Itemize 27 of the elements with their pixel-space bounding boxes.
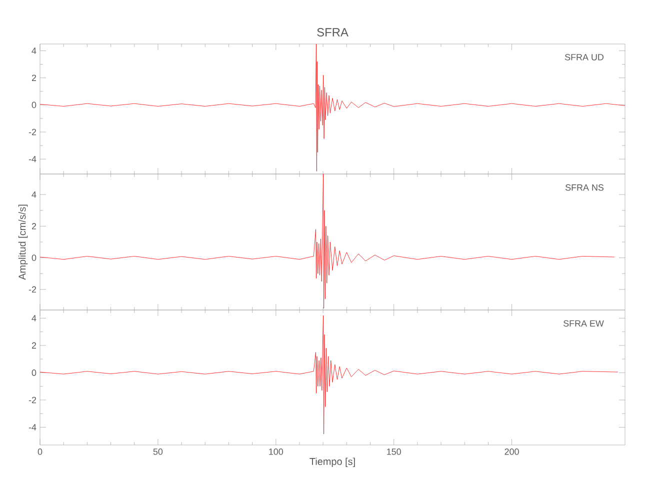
annotation: SFRA UD (564, 54, 604, 60)
y-tick-label: 2 (32, 223, 36, 230)
annotation: SFRA NS (565, 184, 604, 191)
line-series (40, 315, 618, 434)
y-tick-label: 4 (32, 48, 36, 54)
x-tick-label: 200 (504, 448, 519, 455)
x-tick-label: 100 (269, 448, 284, 455)
y-tick-label: 0 (32, 254, 36, 261)
y-tick-label: 2 (32, 342, 36, 349)
y-tick-label: -2 (28, 286, 36, 293)
y-tick-label: -4 (28, 424, 36, 430)
y-tick-label: -4 (28, 156, 36, 162)
chart-title: SFRA (317, 28, 348, 36)
y-tick-label: 0 (32, 102, 36, 108)
x-axis-title: Tiempo [s] (310, 458, 355, 467)
y-tick-label: -2 (28, 396, 36, 404)
x-tick-label: 50 (153, 448, 163, 455)
x-tick-label: 150 (387, 448, 401, 455)
y-tick-label: -2 (28, 128, 36, 136)
x-tick-label: 0 (38, 448, 42, 455)
line-series (40, 44, 626, 172)
y-tick-label: 4 (32, 191, 36, 198)
y-tick-label: 2 (32, 74, 36, 81)
annotation: SFRA EW (564, 320, 604, 327)
y-tick-label: 4 (32, 315, 36, 322)
y-tick-label: 0 (32, 370, 36, 376)
y-axis-title: Amplitud [cm/s/s] (18, 204, 28, 280)
